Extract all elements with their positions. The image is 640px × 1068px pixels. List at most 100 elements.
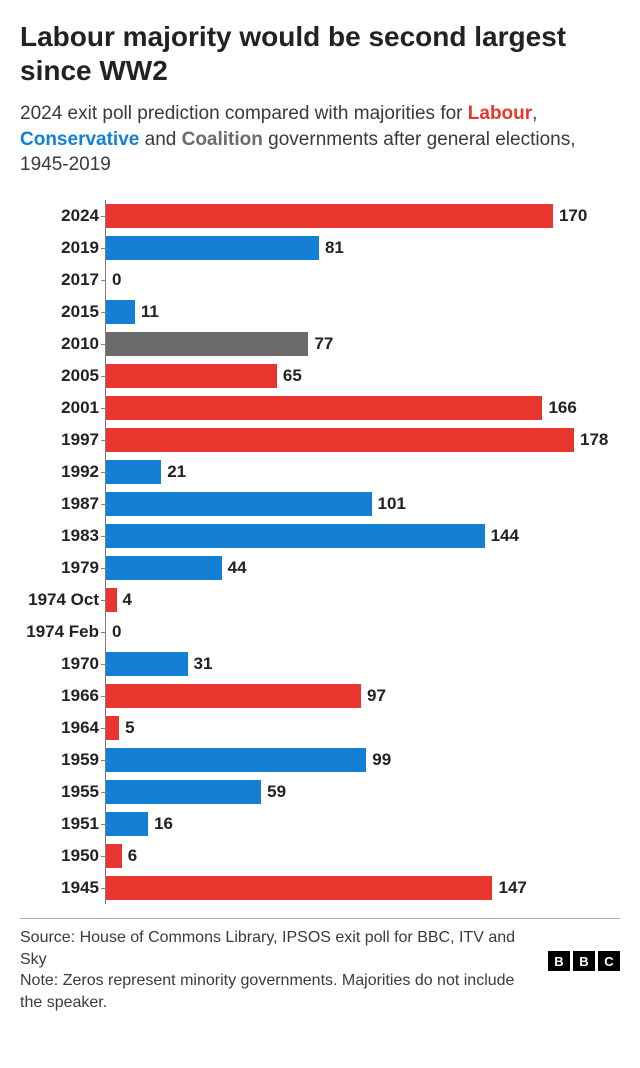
bar-area: 21 (105, 456, 620, 488)
axis-tick (101, 216, 106, 217)
legend-conservative: Conservative (20, 129, 139, 150)
bar-value: 16 (154, 814, 173, 834)
bar-conservative (106, 652, 188, 676)
year-label: 2010 (20, 334, 105, 354)
axis-tick (101, 600, 106, 601)
axis-tick (101, 888, 106, 889)
bar-labour (106, 588, 117, 612)
legend-coalition: Coalition (182, 129, 263, 150)
axis-tick (101, 472, 106, 473)
year-label: 1950 (20, 846, 105, 866)
bar-conservative (106, 300, 135, 324)
bar-row: 1964 5 (20, 712, 620, 744)
bar-value: 65 (283, 366, 302, 386)
year-label: 2015 (20, 302, 105, 322)
bar-value: 59 (267, 782, 286, 802)
bar-row: 2017 0 (20, 264, 620, 296)
bar-labour (106, 844, 122, 868)
bar-row: 1955 59 (20, 776, 620, 808)
year-label: 1966 (20, 686, 105, 706)
legend-labour: Labour (468, 103, 532, 124)
bar-value: 0 (112, 622, 121, 642)
bar-area: 147 (105, 872, 620, 904)
year-label: 1964 (20, 718, 105, 738)
bar-row: 199221 (20, 456, 620, 488)
bar-conservative (106, 460, 161, 484)
bar-row: 1983144 (20, 520, 620, 552)
axis-tick (101, 344, 106, 345)
subtitle-text: 2024 exit poll prediction compared with … (20, 103, 468, 124)
bar-conservative (106, 492, 372, 516)
bar-value: 170 (559, 206, 587, 226)
bar-area: 99 (105, 744, 620, 776)
year-label: 2019 (20, 238, 105, 258)
axis-tick (101, 664, 106, 665)
bar-value: 5 (125, 718, 134, 738)
bbc-logo-letter: C (598, 951, 620, 971)
year-label: 2001 (20, 398, 105, 418)
bar-coalition (106, 332, 308, 356)
bar-row: 200565 (20, 360, 620, 392)
bar-value: 31 (194, 654, 213, 674)
bar-area: 5 (105, 712, 620, 744)
bar-row: 1987101 (20, 488, 620, 520)
source-line: Source: House of Commons Library, IPSOS … (20, 927, 536, 970)
bar-row: 2024 170 (20, 200, 620, 232)
bar-row: 1950 6 (20, 840, 620, 872)
year-label: 1970 (20, 654, 105, 674)
subtitle-text: and (139, 129, 181, 150)
bar-value: 178 (580, 430, 608, 450)
year-label: 2017 (20, 270, 105, 290)
bar-area: 59 (105, 776, 620, 808)
bar-labour (106, 716, 119, 740)
year-label: 1955 (20, 782, 105, 802)
bar-area: 4 (105, 584, 620, 616)
bar-labour (106, 204, 553, 228)
bar-row: 1974 Oct4 (20, 584, 620, 616)
bar-area: 101 (105, 488, 620, 520)
bar-conservative (106, 812, 148, 836)
bbc-logo: B B C (548, 951, 620, 971)
bar-value: 21 (167, 462, 186, 482)
note-line: Note: Zeros represent minority governmen… (20, 970, 536, 1013)
chart-subtitle: 2024 exit poll prediction compared with … (20, 101, 620, 178)
bar-value: 4 (123, 590, 132, 610)
bar-value: 166 (548, 398, 576, 418)
axis-tick (101, 696, 106, 697)
bar-area: 166 (105, 392, 620, 424)
bar-row: 1974 Feb0 (20, 616, 620, 648)
subtitle-text: , (532, 103, 537, 124)
bar-labour (106, 428, 574, 452)
bar-area: 170 (105, 200, 620, 232)
axis-tick (101, 792, 106, 793)
bar-value: 0 (112, 270, 121, 290)
axis-tick (101, 504, 106, 505)
bar-area: 16 (105, 808, 620, 840)
bar-row: 2010 77 (20, 328, 620, 360)
axis-tick (101, 632, 106, 633)
bar-area: 0 (105, 264, 620, 296)
bar-labour (106, 876, 492, 900)
year-label: 1945 (20, 878, 105, 898)
bar-area: 0 (105, 616, 620, 648)
bbc-logo-letter: B (548, 951, 570, 971)
bar-conservative (106, 236, 319, 260)
majority-bar-chart: 2024170201981201702015112010772005652001… (20, 200, 620, 904)
chart-footer: Source: House of Commons Library, IPSOS … (20, 927, 620, 1013)
bar-area: 65 (105, 360, 620, 392)
bar-row: 1945147 (20, 872, 620, 904)
bar-value: 99 (372, 750, 391, 770)
axis-tick (101, 376, 106, 377)
year-label: 2024 (20, 206, 105, 226)
bar-value: 6 (128, 846, 137, 866)
bbc-logo-letter: B (573, 951, 595, 971)
footer-text: Source: House of Commons Library, IPSOS … (20, 927, 536, 1013)
bar-value: 77 (314, 334, 333, 354)
bar-row: 195116 (20, 808, 620, 840)
axis-tick (101, 440, 106, 441)
bar-area: 178 (105, 424, 620, 456)
year-label: 1997 (20, 430, 105, 450)
bar-area: 97 (105, 680, 620, 712)
bar-value: 11 (141, 302, 159, 322)
bar-row: 1997 178 (20, 424, 620, 456)
